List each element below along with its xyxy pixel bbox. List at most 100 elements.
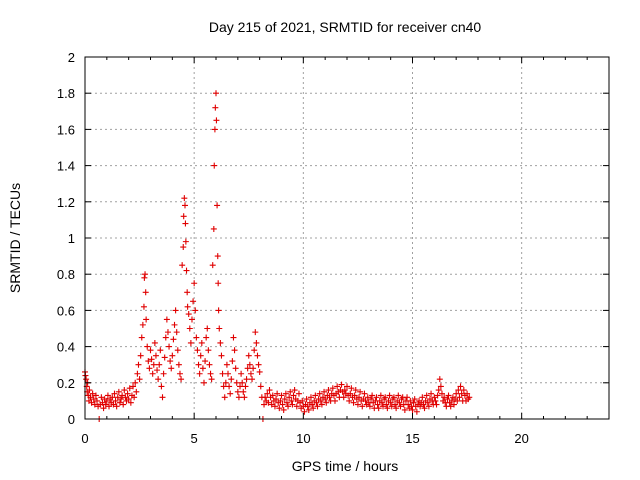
data-point [346,397,353,404]
data-point [182,238,189,245]
data-point [136,376,143,383]
data-point [373,394,380,401]
data-point [351,392,358,399]
data-point [213,90,219,97]
data-point [274,390,281,397]
data-point [437,383,444,390]
data-point [310,405,317,412]
data-point [199,365,206,372]
data-point [162,334,169,341]
data-point [133,388,140,395]
data-point [174,347,181,354]
data-point [148,356,155,363]
data-point [135,361,142,368]
data-point [283,399,290,406]
data-point [161,354,168,361]
data-point [291,387,298,394]
data-point [146,365,153,372]
data-point [464,390,471,397]
data-point [254,352,261,359]
data-point [264,390,271,397]
data-point [307,394,314,401]
data-point [116,399,123,406]
x-tick-label: 0 [81,431,88,446]
data-point [186,325,193,332]
data-point [331,397,338,404]
data-point [316,390,323,397]
data-point [447,403,454,410]
data-point [393,405,400,412]
x-tick-label: 5 [191,431,198,446]
y-tick-label: 1.2 [57,195,75,210]
data-point [229,358,236,365]
data-point [268,401,275,408]
data-point [309,401,316,408]
data-point [212,104,219,111]
data-point [382,394,389,401]
data-point [124,390,131,397]
data-point [156,361,163,368]
data-point [390,394,397,401]
data-point [282,390,289,397]
data-point [216,325,223,332]
data-point [130,383,137,390]
data-point [321,388,328,395]
data-point [374,401,381,408]
data-point [396,399,403,406]
data-point [205,347,212,354]
data-point [397,403,404,410]
y-tick-label: 0.4 [57,340,75,355]
data-point [151,339,158,346]
data-point [100,405,107,412]
data-point [417,403,424,410]
axis-ticks [84,56,609,420]
data-point [149,370,156,377]
data-point [214,253,221,260]
data-point [181,202,188,209]
data-point [222,379,229,386]
data-point [239,379,246,386]
data-point [255,361,262,368]
data-point [356,394,363,401]
data-point [375,405,382,412]
data-point [92,392,99,399]
data-point [180,213,187,220]
data-point [184,289,191,296]
data-point [344,383,350,390]
data-point [143,316,150,323]
grid [85,57,609,419]
data-point [303,396,310,403]
data-point [257,383,264,390]
data-point [444,396,451,403]
data-point [273,396,280,403]
data-point [170,336,177,343]
data-point [299,397,306,404]
data-point [134,370,141,377]
data-point [118,396,125,403]
data-point [395,392,402,399]
data-point [413,408,420,415]
data-point [120,401,127,408]
data-point [434,392,441,399]
data-point [312,392,319,399]
data-point [352,387,359,394]
data-point [271,403,278,410]
data-point [362,397,369,404]
data-point [152,352,159,359]
data-point [173,329,180,336]
data-point [322,396,329,403]
data-point [436,376,443,383]
data-point [269,392,276,399]
data-point [450,401,457,408]
data-point [266,387,273,394]
data-point [157,347,164,354]
x-tick-label: 10 [296,431,310,446]
data-point [457,383,464,390]
data-point [368,396,375,403]
data-point [203,334,210,341]
data-point [340,394,347,401]
data-point [341,387,348,394]
data-point [435,387,442,394]
y-tick-label: 2 [68,50,75,65]
y-tick-label: 0.8 [57,267,75,282]
